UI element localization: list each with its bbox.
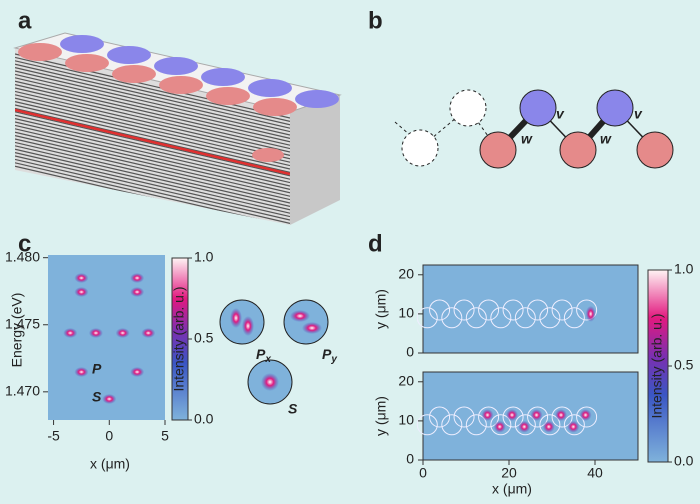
mode-label: P [92, 361, 102, 377]
mode-spot [89, 328, 103, 338]
y-tick-label: 1.470 [5, 383, 40, 399]
x-tick-label: -5 [47, 428, 60, 444]
field-spot [555, 409, 567, 421]
mode-spot [116, 328, 130, 338]
y-tick-label: 1.475 [5, 315, 40, 331]
x-tick-label: 0 [419, 465, 427, 481]
panel-label: a [18, 7, 32, 34]
field-spot [580, 409, 592, 421]
x-tick-label: 20 [501, 465, 517, 481]
waveguide-illustration [15, 33, 340, 230]
pillar [159, 76, 203, 94]
pillar [248, 79, 292, 97]
field-spot [543, 421, 555, 433]
mode-spot [74, 287, 88, 297]
colorbar-tick-label: 0.5 [194, 330, 214, 346]
lattice-diagram [395, 90, 673, 168]
field-spot [586, 306, 596, 322]
pillar [295, 90, 339, 108]
field-spot [531, 409, 543, 421]
field-spot [506, 409, 518, 421]
pillar [60, 35, 104, 53]
mode-spot [130, 273, 144, 283]
colorbar-tick-label: 1.0 [194, 249, 214, 265]
y-tick-label: 0 [406, 344, 414, 360]
field-spot [567, 421, 579, 433]
x-tick-label: 0 [105, 428, 113, 444]
x-axis-label: x (μm) [492, 481, 532, 497]
bond-label: w [600, 131, 612, 147]
x-tick-label: 40 [587, 465, 603, 481]
mode-spot [130, 367, 144, 377]
mode-spot [74, 367, 88, 377]
pillar [112, 65, 156, 83]
pillar [18, 43, 62, 61]
x-axis-label: x (μm) [90, 456, 130, 472]
mode-insets [220, 300, 328, 404]
mode-spot [141, 328, 155, 338]
pillar [253, 98, 297, 116]
colorbar-tick-label: 0.0 [194, 411, 214, 427]
y-tick-label: 10 [398, 305, 414, 321]
panel-label: d [368, 230, 383, 257]
inset-label: Py [322, 346, 337, 365]
mode-label: S [92, 389, 102, 405]
y-axis-label: y (μm) [373, 289, 389, 329]
panel-label: b [368, 7, 383, 34]
y-tick-label: 20 [398, 372, 414, 388]
mode-spot [130, 287, 144, 297]
colorbar-label: Intensity (arb. u.) [649, 313, 665, 418]
colorbar-tick-label: 0.5 [674, 357, 694, 373]
y-tick-label: 10 [398, 412, 414, 428]
y-tick-label: 1.480 [5, 248, 40, 264]
inset-label: S [288, 401, 298, 417]
field-spot [494, 421, 506, 433]
mode-spot [63, 328, 77, 338]
pillar [206, 87, 250, 105]
pillar [107, 46, 151, 64]
pillar [252, 148, 284, 162]
field-spot [518, 421, 530, 433]
y-tick-label: 20 [398, 265, 414, 281]
pillar [154, 57, 198, 75]
mode-spot [74, 273, 88, 283]
pillar [201, 68, 245, 86]
bond-label: v [556, 106, 565, 122]
figure: a b c d w v w v Energy (eV) x (μm) Inten… [0, 0, 700, 504]
inset-sub: x [264, 354, 271, 365]
bond-label: w [521, 131, 533, 147]
bond-label: v [634, 106, 643, 122]
x-tick-label: 5 [161, 428, 169, 444]
colorbar-tick-label: 0.0 [674, 453, 694, 469]
y-axis-label: y (μm) [373, 396, 389, 436]
y-tick-label: 0 [406, 451, 414, 467]
mode-spot [102, 394, 116, 404]
colorbar-tick-label: 1.0 [674, 261, 694, 277]
colorbar-label: Intensity (arb. u.) [171, 286, 187, 391]
field-spot [482, 409, 494, 421]
inset-sub: y [330, 354, 337, 365]
pillar [65, 54, 109, 72]
